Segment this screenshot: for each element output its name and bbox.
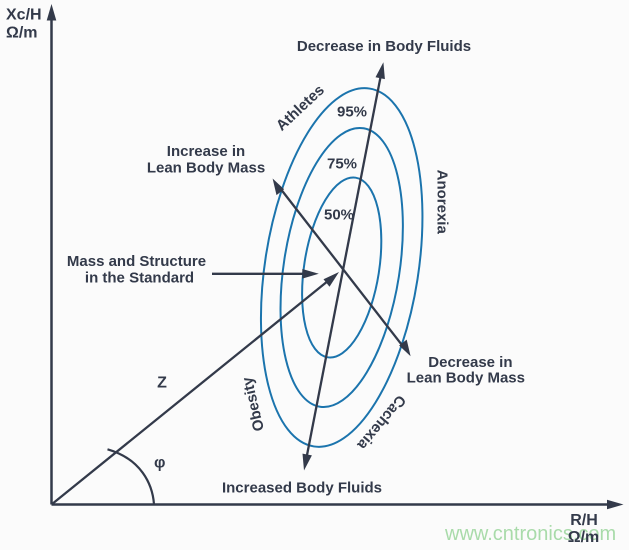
svg-text:R/H: R/H bbox=[570, 512, 598, 529]
svg-text:in the Standard: in the Standard bbox=[85, 270, 194, 287]
svg-text:Ω/m: Ω/m bbox=[568, 529, 600, 546]
svg-text:Increase in: Increase in bbox=[167, 143, 245, 160]
svg-text:φ: φ bbox=[154, 454, 165, 471]
svg-text:Mass and Structure: Mass and Structure bbox=[67, 253, 206, 270]
svg-text:95%: 95% bbox=[337, 104, 367, 121]
svg-text:Z: Z bbox=[157, 375, 167, 392]
svg-text:Increased Body Fluids: Increased Body Fluids bbox=[222, 480, 382, 497]
svg-text:50%: 50% bbox=[324, 207, 354, 224]
svg-text:75%: 75% bbox=[327, 155, 357, 172]
svg-text:Decrease in: Decrease in bbox=[428, 354, 512, 371]
svg-text:Anorexia: Anorexia bbox=[433, 170, 450, 235]
svg-text:Lean Body Mass: Lean Body Mass bbox=[147, 159, 265, 176]
svg-text:Xc/H: Xc/H bbox=[6, 7, 42, 24]
svg-text:Ω/m: Ω/m bbox=[6, 25, 38, 42]
svg-text:Decrease in Body Fluids: Decrease in Body Fluids bbox=[297, 38, 471, 55]
svg-text:www.cntronics.com: www.cntronics.com bbox=[444, 523, 616, 545]
svg-text:Lean Body Mass: Lean Body Mass bbox=[407, 370, 525, 387]
